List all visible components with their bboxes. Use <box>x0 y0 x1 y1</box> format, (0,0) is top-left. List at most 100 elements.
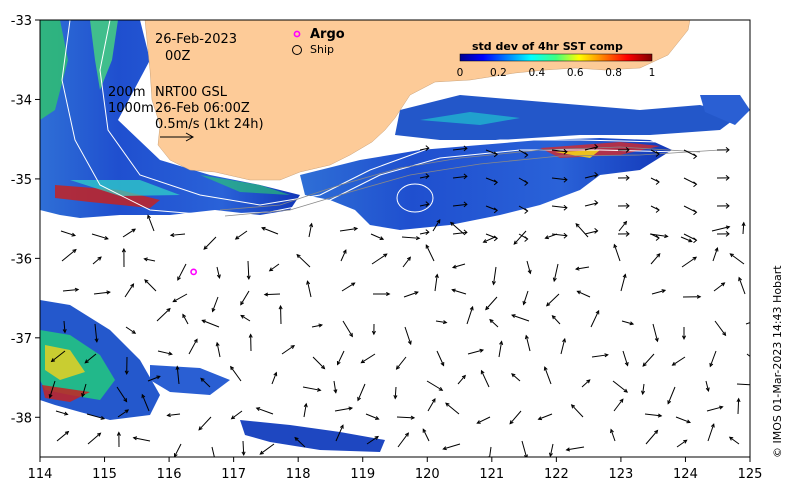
current-arrow <box>311 323 324 328</box>
current-arrow <box>521 440 528 457</box>
current-arrow <box>617 147 630 153</box>
current-arrow <box>584 171 599 179</box>
current-arrow <box>419 201 430 208</box>
plot-frame <box>39 19 751 458</box>
x-tick-label: 125 <box>738 467 763 482</box>
current-arrow <box>680 236 693 243</box>
current-arrow <box>551 176 568 183</box>
current-arrow <box>435 320 448 325</box>
current-arrow <box>480 369 490 388</box>
current-arrow <box>419 229 430 236</box>
current-arrow <box>620 273 627 292</box>
current-arrow <box>342 320 353 338</box>
current-arrow <box>522 290 529 306</box>
colorbar-tick-label: 0.4 <box>528 67 545 79</box>
current-arrow <box>94 323 99 343</box>
current-arrow <box>157 350 173 356</box>
current-arrow <box>143 257 156 262</box>
current-arrow <box>667 386 676 405</box>
current-arrow <box>445 402 460 415</box>
current-arrow <box>306 280 312 298</box>
y-tick-label: -34 <box>11 93 32 108</box>
current-arrow <box>216 266 221 279</box>
current-arrow <box>565 446 585 452</box>
current-arrow <box>281 344 296 355</box>
current-arrow <box>617 175 630 181</box>
current-arrow <box>240 290 250 306</box>
current-arrow <box>200 377 211 388</box>
current-arrow <box>613 398 624 412</box>
current-arrow <box>436 350 445 367</box>
sst-swath-west <box>40 20 300 218</box>
colorbar: std dev of 4hr SST comp 0 0.2 0.4 0.6 0.8 1 <box>457 40 656 79</box>
current-arrow <box>716 231 730 237</box>
current-arrow <box>169 233 186 238</box>
x-tick-label: 123 <box>608 467 633 482</box>
current-arrow <box>716 147 730 153</box>
current-arrow <box>91 233 109 240</box>
current-arrow <box>487 446 492 457</box>
current-arrow <box>302 386 322 392</box>
current-arrow <box>485 233 498 242</box>
current-arrow <box>622 350 629 367</box>
current-arrow <box>393 386 398 400</box>
current-arrow <box>230 365 242 382</box>
map-plot-area <box>40 20 750 457</box>
current-arrow <box>141 393 150 412</box>
current-arrow <box>467 348 485 355</box>
ship-track-lines <box>219 146 721 217</box>
current-arrow <box>736 383 750 386</box>
current-arrow <box>452 173 468 180</box>
current-arrow <box>177 263 187 281</box>
colorbar-title: std dev of 4hr SST comp <box>472 40 623 53</box>
current-arrow <box>175 365 180 385</box>
current-arrow <box>560 337 567 355</box>
current-arrow <box>584 143 599 151</box>
ship-legend-icon <box>292 45 302 55</box>
current-arrow <box>645 429 659 445</box>
current-arrow <box>729 253 745 265</box>
current-arrow <box>650 205 660 213</box>
current-arrow <box>55 410 69 416</box>
current-arrow <box>188 338 198 355</box>
current-arrow <box>452 229 468 236</box>
current-arrow <box>117 409 130 418</box>
y-tick-label: -36 <box>11 252 32 267</box>
current-arrow <box>419 145 430 152</box>
current-arrow <box>401 236 421 241</box>
current-arrow <box>714 320 727 337</box>
current-arrow <box>434 273 439 292</box>
current-arrow <box>372 291 391 297</box>
argo-float-marker <box>190 268 198 276</box>
argo-legend-label: Argo <box>310 27 345 42</box>
current-arrow <box>172 293 188 303</box>
current-arrow <box>340 249 347 262</box>
current-arrow <box>683 149 698 160</box>
current-arrow <box>335 424 344 442</box>
x-tick-label: 119 <box>350 467 375 482</box>
current-arrow <box>296 253 311 268</box>
current-arrow <box>442 443 461 451</box>
current-arrow <box>451 263 466 269</box>
current-arrow <box>621 320 635 326</box>
current-arrow <box>61 248 77 262</box>
current-arrow <box>683 177 698 188</box>
current-arrow <box>716 203 730 209</box>
current-arrow <box>518 149 529 158</box>
current-arrow <box>341 282 356 292</box>
current-arrow <box>584 199 599 207</box>
current-arrow <box>581 379 591 388</box>
current-arrow <box>84 353 97 364</box>
product-time-label: 26-Feb 06:00Z <box>155 101 250 116</box>
current-arrow <box>425 244 435 262</box>
y-tick-label: -38 <box>11 411 32 426</box>
y-tick-label: -35 <box>11 173 32 188</box>
current-arrow <box>584 227 599 235</box>
current-arrow <box>518 233 529 242</box>
current-arrow <box>371 253 388 265</box>
current-arrow <box>50 350 66 363</box>
current-arrow <box>526 260 532 275</box>
current-arrow <box>396 415 416 420</box>
current-arrow <box>457 374 466 385</box>
current-arrow <box>278 304 283 325</box>
